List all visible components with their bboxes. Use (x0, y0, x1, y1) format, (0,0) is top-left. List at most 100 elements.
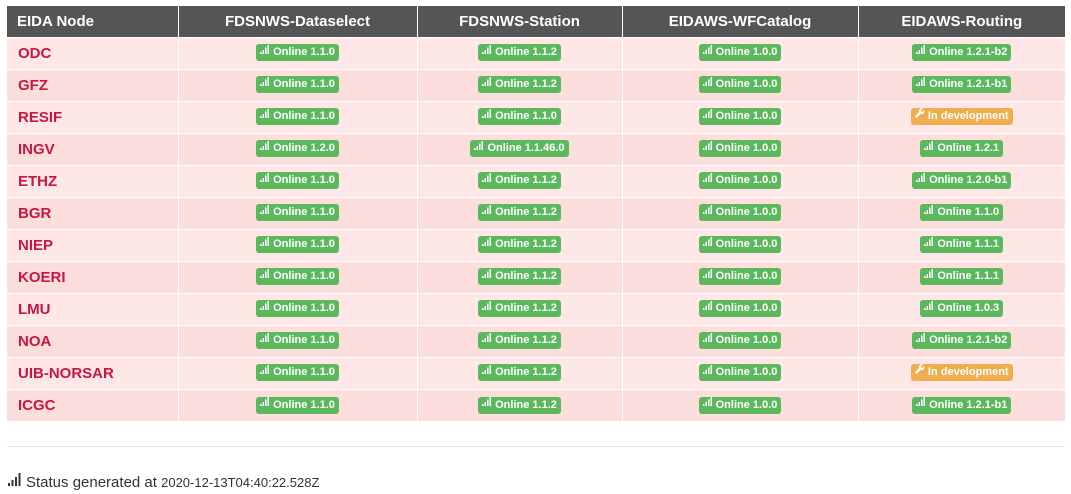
table-row: ICGC Online 1.1.0 Online 1.1.2 Online 1.0.0… (7, 388, 1065, 421)
status-text: Online 1.0.0 (715, 110, 778, 123)
table-row: ODC Online 1.1.0 Online 1.1.2 Online 1.0.0 O… (7, 36, 1065, 69)
status-cell: Online 1.1.2 (417, 164, 623, 197)
status-text: Online 1.2.1-b2 (929, 46, 1008, 59)
online-status-badge: Online 1.1.0 (256, 203, 339, 222)
signal-icon (916, 171, 926, 188)
online-status-badge: Online 1.1.2 (478, 75, 561, 94)
table-row: UIB-NORSAR Online 1.1.0 Online 1.1.2 Online… (7, 356, 1065, 389)
status-cell: Online 1.1.0 (178, 196, 418, 229)
status-text: Online 1.1.0 (937, 206, 1000, 219)
status-text: Online 1.0.0 (715, 366, 778, 379)
online-status-badge: Online 1.1.0 (256, 236, 339, 254)
online-status-badge: Online 1.1.0 (256, 268, 339, 286)
status-cell: Online 1.0.0 (622, 68, 859, 101)
online-status-badge: Online 1.1.2 (478, 300, 561, 318)
online-status-badge: Online 1.0.3 (920, 300, 1004, 318)
online-status-badge: Online 1.0.0 (698, 364, 782, 382)
status-text: Online 1.1.0 (273, 78, 335, 91)
online-status-badge: Online 1.1.2 (478, 171, 561, 190)
online-status-badge: Online 1.0.0 (698, 267, 782, 286)
online-status-badge: Online 1.0.0 (698, 396, 782, 414)
online-status-badge: Online 1.1.0 (478, 108, 561, 126)
status-cell: Online 1.1.2 (417, 292, 623, 325)
status-cell: Online 1.0.0 (622, 36, 859, 69)
online-status-badge: Online 1.2.1-b1 (912, 396, 1012, 414)
status-text: Online 1.1.2 (495, 174, 557, 187)
status-cell: Online 1.1.2 (417, 388, 623, 421)
table-row: NIEP Online 1.1.0 Online 1.1.2 Online 1.0.0… (7, 228, 1065, 261)
status-cell: Online 1.2.1-b2 (858, 324, 1065, 357)
node-name: NOA (7, 324, 179, 357)
status-cell: Online 1.1.0 (178, 228, 418, 261)
status-cell: Online 1.1.2 (417, 356, 623, 389)
online-status-badge: Online 1.2.0-b1 (912, 171, 1012, 190)
header-eida-node: EIDA Node (7, 6, 179, 37)
wrench-icon (915, 363, 925, 380)
signal-icon (260, 331, 270, 348)
signal-icon (702, 299, 713, 316)
node-name: BGR (7, 196, 179, 229)
status-cell: Online 1.0.3 (858, 292, 1065, 325)
online-status-badge: Online 1.1.0 (256, 331, 339, 350)
signal-icon (482, 395, 492, 412)
signal-icon (702, 107, 713, 124)
status-cell: Online 1.2.1-b2 (858, 36, 1065, 69)
node-name: KOERI (7, 260, 179, 293)
status-cell: Online 1.0.0 (622, 164, 859, 197)
status-text: Online 1.2.1 (937, 142, 1000, 155)
signal-icon (702, 267, 713, 284)
status-cell: Online 1.1.0 (178, 388, 418, 421)
signal-icon (474, 139, 484, 156)
footer-label: Status generated at (26, 474, 157, 491)
table-row: NOA Online 1.1.0 Online 1.1.2 Online 1.0.0 O… (7, 324, 1065, 357)
status-cell: Online 1.1.2 (417, 260, 623, 293)
table-row: RESIF Online 1.1.0 Online 1.1.0 Online 1.0.… (7, 100, 1065, 133)
status-text: Online 1.1.1 (937, 270, 1000, 283)
table-row: BGR Online 1.1.0 Online 1.1.2 Online 1.0.0 O… (7, 196, 1065, 229)
status-cell: Online 1.0.0 (622, 324, 859, 357)
table-row: GFZ Online 1.1.0 Online 1.1.2 Online 1.0.0 O… (7, 68, 1065, 101)
online-status-badge: Online 1.0.0 (698, 172, 782, 190)
status-cell: Online 1.0.0 (622, 260, 859, 293)
status-text: Online 1.0.0 (715, 46, 778, 59)
status-text: Online 1.1.2 (495, 78, 557, 91)
online-status-badge: Online 1.1.0 (256, 44, 339, 62)
status-text: Online 1.1.2 (495, 398, 557, 411)
signal-icon (702, 75, 713, 92)
status-cell: Online 1.1.2 (417, 196, 623, 229)
status-text: Online 1.1.0 (273, 46, 335, 59)
table-row: LMU Online 1.1.0 Online 1.1.2 Online 1.0.0 O… (7, 292, 1065, 325)
online-status-badge: Online 1.0.0 (698, 203, 782, 222)
node-name: ICGC (7, 388, 179, 421)
status-text: Online 1.0.0 (715, 238, 778, 251)
signal-icon (260, 299, 270, 316)
status-cell: Online 1.1.2 (417, 68, 623, 101)
online-status-badge: Online 1.1.0 (256, 364, 339, 382)
signal-icon (482, 171, 492, 188)
status-text: Online 1.1.46.0 (487, 142, 565, 155)
signal-icon (482, 75, 492, 92)
status-footer: Status generated at 2020-12-13T04:40:22.… (8, 472, 319, 491)
status-cell: Online 1.1.0 (858, 196, 1065, 229)
status-cell: Online 1.1.2 (417, 324, 623, 357)
signal-icon (260, 203, 270, 220)
header-fdsnws-station: FDSNWS-Station (417, 6, 623, 37)
online-status-badge: Online 1.0.0 (698, 236, 782, 254)
signal-icon (482, 363, 492, 380)
status-text: Online 1.1.0 (273, 398, 335, 411)
online-status-badge: Online 1.1.0 (256, 108, 339, 126)
signal-icon (8, 472, 23, 490)
signal-icon (482, 43, 492, 60)
online-status-badge: Online 1.1.2 (478, 43, 561, 62)
table-header-row: EIDA Node FDSNWS-Dataselect FDSNWS-Station… (7, 6, 1065, 37)
status-text: Online 1.0.0 (715, 78, 778, 91)
online-status-badge: Online 1.1.0 (256, 299, 339, 318)
table-row: INGV Online 1.2.0 Online 1.1.46.0 Online 1.… (7, 132, 1065, 165)
status-text: Online 1.0.0 (715, 334, 778, 347)
node-name: ODC (7, 36, 179, 69)
signal-icon (702, 331, 713, 348)
online-status-badge: Online 1.1.0 (256, 172, 339, 190)
status-cell: Online 1.2.1 (858, 132, 1065, 165)
signal-icon (702, 203, 713, 220)
